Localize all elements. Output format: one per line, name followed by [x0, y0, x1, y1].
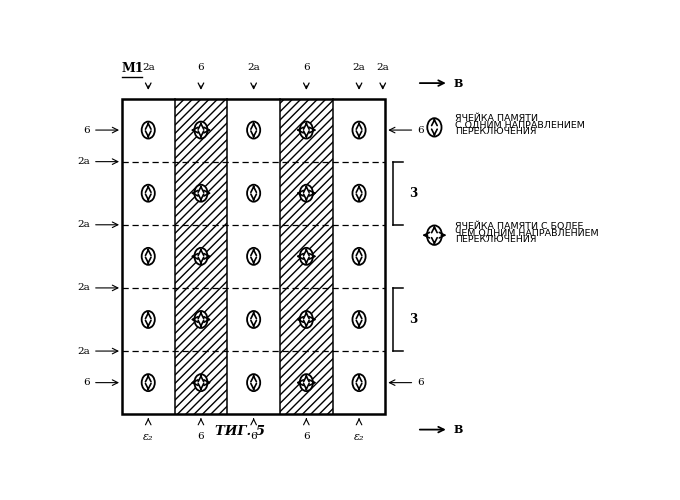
Text: 2a: 2a	[78, 157, 90, 166]
Ellipse shape	[141, 374, 155, 391]
Bar	[122, 98, 386, 414]
Bar	[280, 98, 333, 414]
Bar	[175, 98, 227, 414]
Ellipse shape	[352, 122, 366, 138]
Ellipse shape	[300, 374, 313, 391]
Ellipse shape	[352, 184, 366, 202]
Ellipse shape	[194, 122, 207, 138]
Text: 6: 6	[303, 432, 309, 440]
Ellipse shape	[194, 248, 207, 265]
Text: ЯЧЕЙКА ПАМЯТИ С БОЛЕЕ: ЯЧЕЙКА ПАМЯТИ С БОЛЕЕ	[456, 222, 584, 231]
Text: 2a: 2a	[377, 62, 389, 72]
Ellipse shape	[352, 311, 366, 328]
Text: B: B	[454, 78, 463, 88]
Ellipse shape	[194, 374, 207, 391]
Text: ε₂: ε₂	[354, 432, 364, 442]
Ellipse shape	[300, 248, 313, 265]
Text: 6: 6	[250, 432, 257, 440]
Text: 2a: 2a	[78, 346, 90, 356]
Ellipse shape	[352, 374, 366, 391]
Ellipse shape	[247, 311, 260, 328]
Ellipse shape	[300, 184, 313, 202]
Text: ε₂: ε₂	[143, 432, 154, 442]
Text: 2a: 2a	[353, 62, 365, 72]
Text: 2a: 2a	[78, 220, 90, 230]
Text: 6: 6	[198, 432, 204, 440]
Text: 6: 6	[417, 126, 424, 134]
Ellipse shape	[247, 122, 260, 138]
Text: 6: 6	[198, 62, 204, 72]
Ellipse shape	[141, 184, 155, 202]
Text: 2a: 2a	[78, 284, 90, 292]
Ellipse shape	[300, 122, 313, 138]
Text: ЯЧЕЙКА ПАМЯТИ: ЯЧЕЙКА ПАМЯТИ	[456, 114, 539, 124]
Ellipse shape	[300, 311, 313, 328]
Text: M1: M1	[122, 62, 144, 76]
Text: ПЕРЕКЛЮЧЕНИЯ: ПЕРЕКЛЮЧЕНИЯ	[456, 234, 537, 244]
Ellipse shape	[247, 374, 260, 391]
Text: 6: 6	[417, 378, 424, 387]
Ellipse shape	[247, 184, 260, 202]
Text: С ОДНИМ НАПРАВЛЕНИЕМ: С ОДНИМ НАПРАВЛЕНИЕМ	[456, 120, 585, 130]
Text: 3: 3	[409, 313, 418, 326]
Text: 6: 6	[84, 126, 90, 134]
Text: 2a: 2a	[142, 62, 154, 72]
Ellipse shape	[194, 311, 207, 328]
Text: ЧЕМ ОДНИМ НАПРАВЛЕНИЕМ: ЧЕМ ОДНИМ НАПРАВЛЕНИЕМ	[456, 228, 599, 237]
Text: ПЕРЕКЛЮЧЕНИЯ: ПЕРЕКЛЮЧЕНИЯ	[456, 126, 537, 136]
Ellipse shape	[141, 248, 155, 265]
Ellipse shape	[194, 184, 207, 202]
Text: 2a: 2a	[248, 62, 260, 72]
Ellipse shape	[141, 122, 155, 138]
Text: 3: 3	[409, 186, 418, 200]
Ellipse shape	[141, 311, 155, 328]
Text: 6: 6	[84, 378, 90, 387]
Ellipse shape	[427, 118, 441, 137]
Text: B: B	[454, 424, 463, 435]
Ellipse shape	[427, 226, 442, 245]
Ellipse shape	[352, 248, 366, 265]
Ellipse shape	[247, 248, 260, 265]
Text: ΤИГ. 5: ΤИГ. 5	[216, 425, 265, 438]
Text: 6: 6	[303, 62, 309, 72]
